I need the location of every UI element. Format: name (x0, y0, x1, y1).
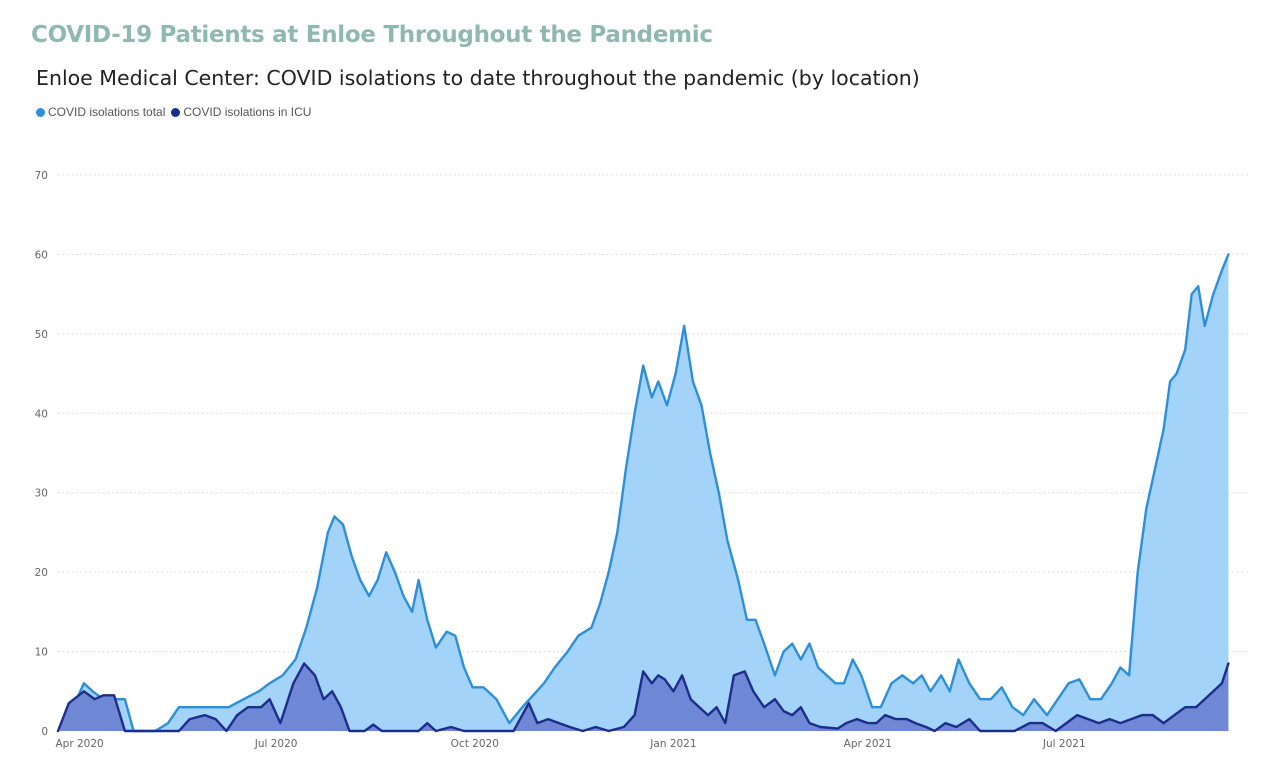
chart-legend: COVID isolations total COVID isolations … (36, 105, 317, 119)
y-axis: 0 10 20 30 40 50 60 70 (35, 170, 48, 738)
x-tick-label: Apr 2020 (55, 738, 103, 750)
x-tick-label: Jul 2021 (1042, 738, 1086, 750)
gridlines (58, 174, 1250, 653)
legend-marker-total (36, 107, 45, 117)
y-tick-label: 50 (35, 329, 48, 341)
legend-item-icu[interactable]: COVID isolations in ICU (171, 105, 311, 119)
y-tick-label: 20 (35, 567, 48, 579)
x-tick-label: Oct 2020 (451, 738, 499, 750)
x-tick-label: Jan 2021 (649, 738, 696, 750)
x-tick-label: Apr 2021 (844, 738, 892, 750)
legend-label-total: COVID isolations total (48, 105, 166, 119)
y-tick-label: 30 (35, 488, 48, 500)
y-tick-label: 10 (35, 647, 48, 659)
series-area-icu (58, 663, 1229, 731)
y-tick-label: 70 (35, 170, 48, 182)
page-heading: COVID-19 Patients at Enloe Throughout th… (31, 22, 713, 48)
series-line-icu[interactable] (56, 662, 1230, 733)
legend-marker-icu (171, 107, 181, 117)
y-tick-label: 40 (35, 408, 48, 420)
series-line-total[interactable] (56, 253, 1230, 733)
legend-label-icu: COVID isolations in ICU (183, 105, 312, 119)
chart-title: Enloe Medical Center: COVID isolations t… (36, 66, 920, 90)
legend-item-total[interactable]: COVID isolations total (36, 105, 165, 119)
series-area-total (58, 254, 1229, 731)
x-tick-label: Jul 2020 (254, 738, 298, 750)
y-tick-label: 60 (35, 249, 48, 261)
y-tick-label: 0 (41, 726, 48, 738)
series-areas (56, 253, 1230, 733)
x-axis: Apr 2020 Jul 2020 Oct 2020 Jan 2021 Apr 2021… (55, 738, 1085, 750)
